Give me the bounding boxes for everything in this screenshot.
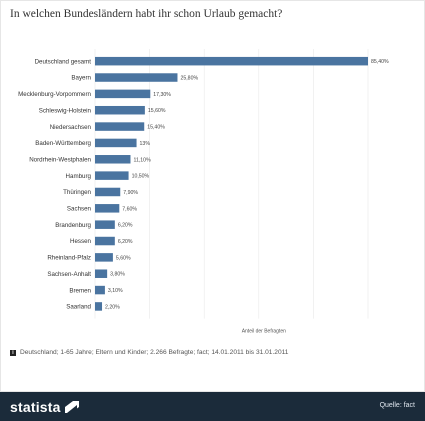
category-label: Bayern xyxy=(71,75,91,82)
bar xyxy=(95,138,137,148)
bar xyxy=(95,73,178,82)
category-label: Thüringen xyxy=(63,189,91,196)
category-label: Rheinland-Pfalz xyxy=(47,255,91,262)
statista-logo-icon xyxy=(64,401,79,413)
category-label: Nordrhein-Westphalen xyxy=(29,156,91,163)
bar xyxy=(95,105,145,115)
footnote: i Deutschland; 1-65 Jahre; Eltern und Ki… xyxy=(10,349,288,356)
value-label: 6,20% xyxy=(118,223,133,229)
category-label: Schleswig-Holstein xyxy=(39,107,92,114)
value-label: 13% xyxy=(140,141,151,147)
bar xyxy=(95,171,129,180)
bar xyxy=(95,236,115,246)
category-label: Hessen xyxy=(70,238,92,245)
category-label: Mecklenburg-Vorpommern xyxy=(18,91,91,98)
category-label: Deutschland gesamt xyxy=(35,58,92,65)
value-label: 15,40% xyxy=(147,125,165,131)
bar xyxy=(95,155,131,164)
logo-text: statista xyxy=(10,399,61,415)
chart-frame: In welchen Bundesländern habt ihr schon … xyxy=(0,0,425,392)
value-label: 15,60% xyxy=(148,108,166,114)
statista-logo[interactable]: statista xyxy=(10,399,79,415)
bar xyxy=(95,204,120,213)
bar xyxy=(95,122,145,131)
info-icon[interactable]: i xyxy=(10,349,16,356)
value-label: 7,60% xyxy=(122,206,137,212)
bar xyxy=(95,56,368,66)
value-label: 2,20% xyxy=(105,304,120,310)
value-label: 11,10% xyxy=(133,157,151,163)
source-label: Quelle: fact xyxy=(379,402,415,409)
bar xyxy=(95,269,108,278)
bar xyxy=(95,285,105,295)
category-label: Sachsen xyxy=(67,206,92,213)
bar xyxy=(95,302,103,311)
bar xyxy=(95,253,113,262)
category-label: Bremen xyxy=(69,287,91,294)
value-label: 3,80% xyxy=(110,272,125,278)
category-label: Sachsen-Anhalt xyxy=(47,271,91,278)
category-label: Saarland xyxy=(66,304,91,311)
value-label: 6,20% xyxy=(118,239,133,245)
value-label: 10,50% xyxy=(132,174,150,180)
bar xyxy=(95,187,121,197)
value-label: 17,30% xyxy=(153,92,171,98)
category-label: Baden-Württemberg xyxy=(35,140,91,147)
value-label: 3,10% xyxy=(108,288,123,294)
bar-chart: Deutschland gesamt 85,40% Bayern 25,80% Meck… xyxy=(18,49,389,335)
category-label: Brandenburg xyxy=(55,222,91,229)
category-label: Hamburg xyxy=(66,173,92,180)
footnote-text: Deutschland; 1-65 Jahre; Eltern und Kind… xyxy=(20,349,289,356)
x-axis-label: Anteil der Befragten xyxy=(242,329,286,335)
value-label: 85,40% xyxy=(371,59,389,65)
value-label: 25,80% xyxy=(180,76,198,82)
category-label: Niedersachsen xyxy=(50,124,92,131)
bar xyxy=(95,89,151,99)
value-label: 5,60% xyxy=(116,255,131,261)
bar xyxy=(95,220,115,229)
footer-bar: statista Quelle: fact xyxy=(0,392,425,421)
chart-title: In welchen Bundesländern habt ihr schon … xyxy=(10,8,283,20)
value-label: 7,90% xyxy=(123,190,138,196)
